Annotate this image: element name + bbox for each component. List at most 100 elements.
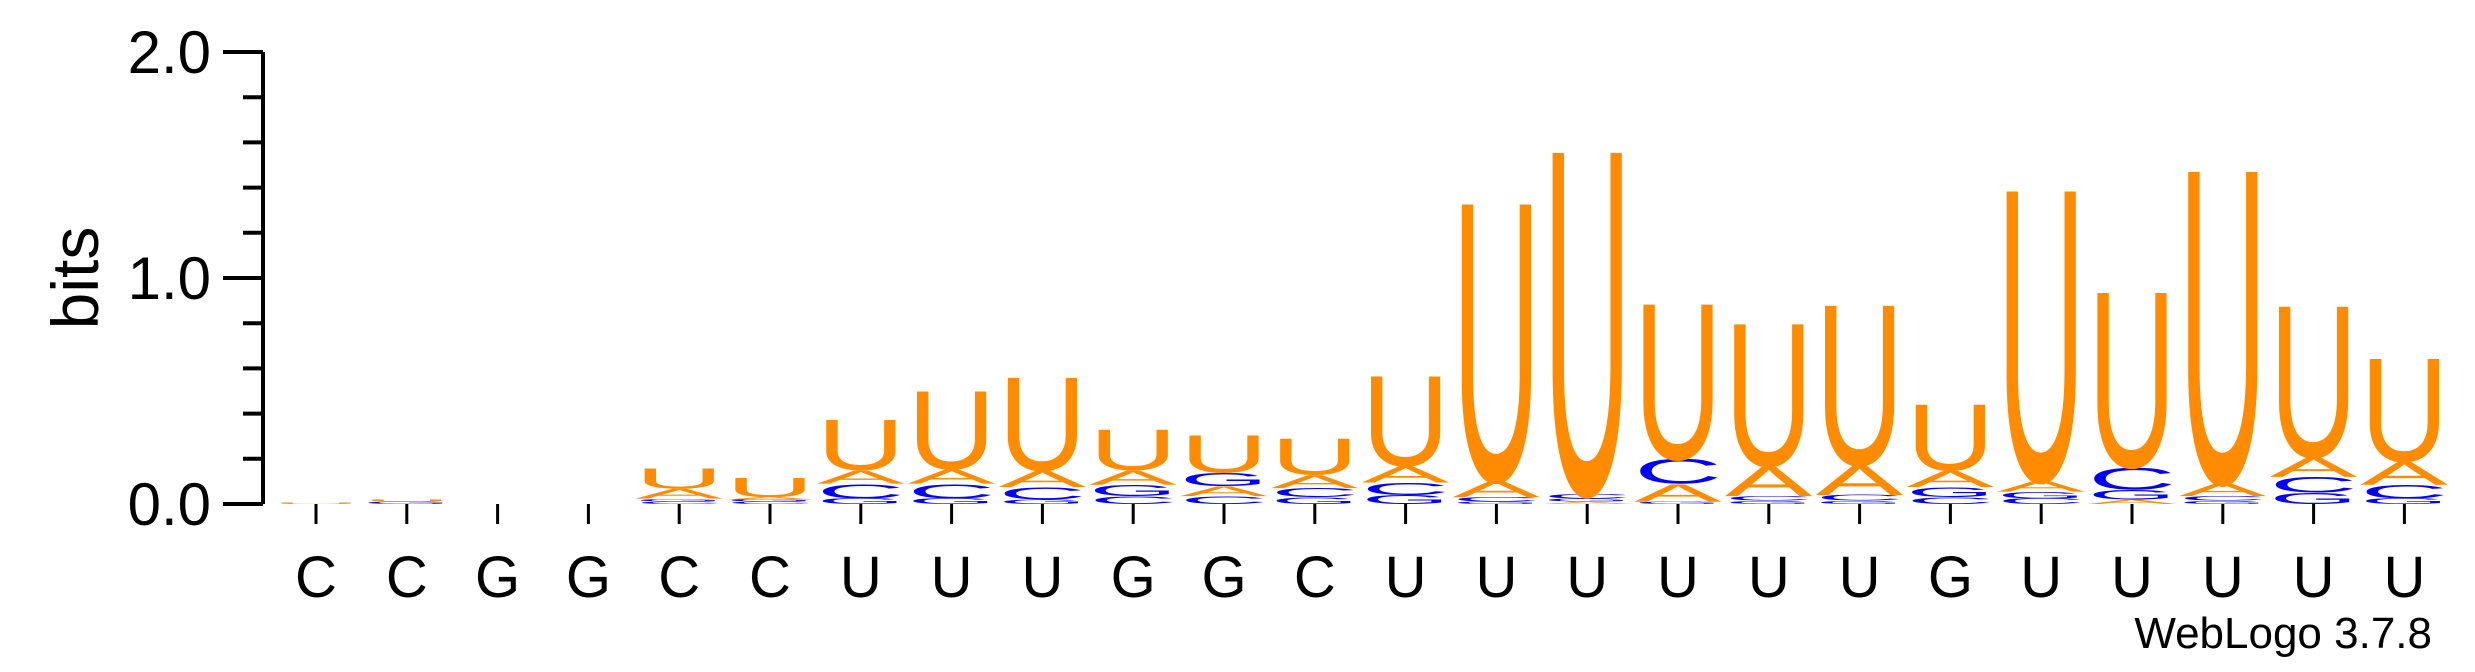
logo-glyph-C: C: [1816, 494, 1904, 503]
logo-glyph-G: G: [726, 499, 814, 503]
logo-glyph-C: C: [1906, 496, 1994, 507]
logo-glyph-A: A: [726, 496, 814, 500]
logo-letter-C: C: [1997, 497, 2085, 506]
logo-letter-C: C: [1543, 493, 1631, 500]
logo-letter-U: U: [1816, 257, 1904, 515]
logo-glyph-A: A: [2088, 498, 2176, 505]
logo-letter-U: U: [998, 350, 1086, 500]
logo-glyph-G: G: [908, 497, 996, 506]
logo-glyph-G: G: [635, 498, 723, 502]
logo-glyph-C: C: [2270, 473, 2358, 498]
x-position-label: C: [295, 545, 337, 610]
logo-glyph-A: A: [2179, 479, 2267, 500]
logo-letter-C: C: [1180, 494, 1268, 506]
x-position-label: U: [1021, 545, 1063, 610]
x-position-label: U: [1566, 545, 1608, 610]
x-position-label: U: [2202, 545, 2244, 610]
logo-glyph-G: G: [1271, 496, 1359, 507]
logo-glyph-A: A: [1997, 477, 2085, 495]
logo-glyph-A: A: [1089, 466, 1177, 489]
logo-letter-A: A: [1634, 479, 1722, 507]
logo-letter-U: U: [726, 472, 814, 503]
logo-letter-U: U: [1906, 385, 1994, 491]
logo-letter-G: G: [1362, 493, 1450, 507]
logo-letter-U: U: [1180, 424, 1268, 484]
logo-letter-A: A: [1362, 461, 1450, 487]
logo-letter-C: C: [1725, 495, 1813, 502]
logo-letter-C: C: [1452, 496, 1540, 503]
logo-glyph-C: C: [635, 501, 723, 505]
logo-letter-U: U: [908, 367, 996, 492]
y-axis-ticks: 0.0 1.0 2.0: [128, 19, 263, 538]
logo-glyph-A: A: [817, 467, 905, 488]
logo-glyph-G: G: [1816, 500, 1904, 505]
logo-letter-G: G: [1906, 485, 1994, 501]
y-tick-label: 2.0: [128, 19, 211, 86]
logo-letter-A: A: [2088, 498, 2176, 505]
logo-letter-C: C: [726, 501, 814, 505]
logo-glyph-A: A: [1180, 483, 1269, 499]
logo-glyph-U: U: [1997, 100, 2085, 570]
logo-letter-G: G: [998, 498, 1086, 505]
logo-glyph-U: U: [817, 405, 905, 486]
logo-letter-G: G: [726, 499, 814, 503]
logo-letter-U: U: [1362, 348, 1450, 493]
logo-letter-U: U: [2179, 76, 2267, 580]
logo-letter-G: G: [635, 498, 723, 502]
x-position-label: C: [658, 545, 700, 610]
logo-glyph-C: C: [2179, 495, 2267, 502]
logo-letter-C: C: [2088, 461, 2176, 496]
logo-letter-G: G: [1180, 469, 1268, 490]
logo-letter-U: U: [1452, 118, 1540, 566]
x-position-label: G: [1111, 545, 1156, 610]
x-position-label: U: [1657, 545, 1699, 610]
logo-letter-A: A: [998, 466, 1086, 492]
logo-glyph-G: G: [2088, 487, 2176, 503]
x-position-label: C: [1294, 545, 1336, 610]
x-position-label: G: [1201, 545, 1246, 610]
logo-glyph-G: G: [2179, 500, 2267, 505]
logo-glyph-A: A: [2270, 451, 2358, 483]
logo-letter-C: C: [2360, 481, 2448, 502]
logo-letter-C: C: [1816, 494, 1904, 503]
logo-glyph-G: G: [998, 498, 1086, 505]
logo-glyph-U: U: [2360, 327, 2448, 493]
logo-letter-A: A: [1271, 471, 1359, 492]
logo-letter-G: G: [363, 501, 451, 505]
logo-glyph-G: G: [1543, 497, 1631, 502]
logo-letter-U: U: [1089, 418, 1177, 483]
logo-glyph-A: A: [635, 486, 724, 502]
logo-letter-C: C: [1634, 452, 1722, 491]
logo-letter-G: G: [1543, 497, 1631, 502]
logo-glyph-C: C: [1180, 494, 1268, 506]
logo-glyph-C: C: [908, 480, 996, 503]
logo-letter-A: A: [1816, 457, 1904, 505]
weblogo-credit: WebLogo 3.7.8: [2134, 609, 2432, 658]
logo-glyph-G: G: [1906, 485, 1994, 501]
logo-glyph-U: U: [1725, 280, 1813, 510]
logo-glyph-C: C: [1997, 497, 2085, 506]
logo-letter-C: C: [635, 501, 723, 505]
logo-glyph-C: C: [1634, 452, 1722, 491]
logo-letter-C: C: [817, 480, 905, 503]
logo-glyph-C: C: [817, 480, 905, 503]
x-position-label: U: [2383, 545, 2425, 610]
logo-letter-C: C: [1362, 479, 1450, 498]
logo-letter-U: U: [817, 405, 905, 486]
logo-letter-G: G: [2270, 490, 2358, 508]
x-position-label: G: [475, 545, 520, 610]
logo-glyph-A: A: [1452, 476, 1540, 502]
logo-glyph-G: G: [1634, 501, 1722, 505]
logo-letter-U: U: [363, 499, 451, 502]
logo-letter-A: A: [1906, 466, 1994, 492]
logo-glyph-G: G: [1452, 501, 1540, 505]
logo-glyph-G: G: [1089, 482, 1177, 500]
logo-letter-G: G: [1725, 500, 1813, 505]
y-axis: 0.0 1.0 2.0: [128, 19, 265, 538]
x-position-label: C: [386, 545, 428, 610]
logo-glyph-U: U: [2179, 76, 2267, 580]
logo-letter-A: A: [1543, 501, 1631, 505]
logo-glyph-A: A: [908, 465, 996, 488]
